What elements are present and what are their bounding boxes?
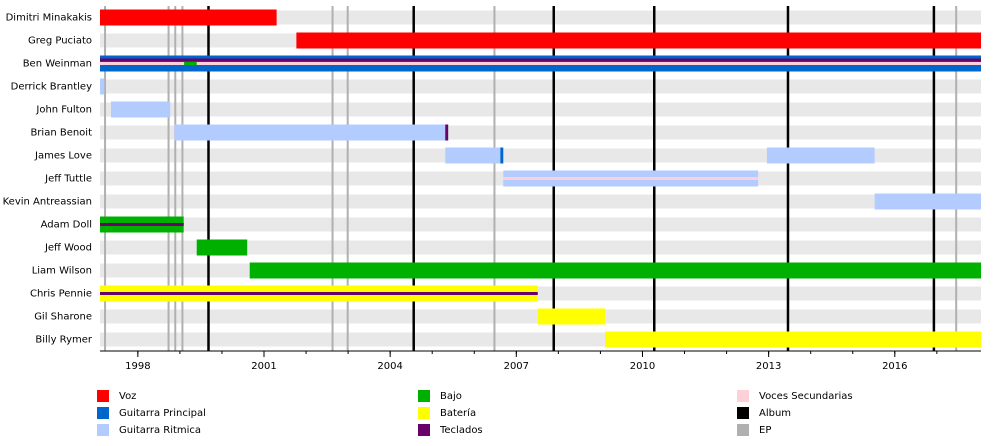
member-bar: [296, 32, 981, 49]
member-bar: [500, 147, 504, 164]
legend-label: Voz: [119, 391, 136, 402]
member-bar: [100, 78, 105, 95]
legend-label: EP: [759, 425, 771, 436]
member-label: Billy Rymer: [35, 335, 93, 346]
x-tick-label: 2001: [251, 361, 276, 372]
x-tick-label: 2010: [630, 361, 655, 372]
row-band: [100, 194, 981, 209]
legend-swatch: [418, 424, 430, 436]
member-label: Dimitri Minakakis: [6, 13, 92, 24]
member-bar: [445, 124, 449, 141]
member-bar: [605, 331, 981, 348]
legend-swatch: [737, 390, 749, 402]
member-bar: [874, 193, 981, 210]
x-tick-label: 2007: [504, 361, 529, 372]
member-bar: [537, 308, 606, 325]
legend-label: Album: [759, 408, 791, 419]
member-bar: [100, 58, 981, 62]
member-bar: [174, 124, 446, 141]
member-label: Jeff Wood: [44, 243, 92, 254]
member-bar: [766, 147, 875, 164]
member-label: John Fulton: [35, 105, 92, 116]
member-label: Gil Sharone: [34, 312, 92, 323]
x-tick-label: 2004: [377, 361, 402, 372]
row-band: [100, 102, 981, 117]
row-band: [100, 79, 981, 94]
legend-label: Guitarra Principal: [119, 408, 206, 419]
member-label: Adam Doll: [41, 220, 92, 231]
member-bar: [503, 177, 759, 180]
member-bar: [100, 292, 538, 295]
member-label: Jeff Tuttle: [44, 174, 92, 185]
legend-label: Voces Secundarias: [759, 391, 853, 402]
row-band: [100, 10, 981, 25]
x-tick-label: 1998: [125, 361, 150, 372]
member-bar: [100, 9, 277, 26]
legend-label: Batería: [440, 407, 476, 419]
member-label: James Love: [34, 151, 92, 162]
row-band: [100, 240, 981, 255]
legend-swatch: [737, 407, 749, 419]
x-tick-label: 2016: [882, 361, 907, 372]
member-bar: [445, 147, 501, 164]
member-label: Chris Pennie: [30, 289, 92, 300]
legend-swatch: [97, 424, 109, 436]
legend-label: Guitarra Ritmica: [119, 425, 201, 436]
x-tick-label: 2013: [756, 361, 781, 372]
legend-swatch: [97, 390, 109, 402]
legend-swatch: [97, 407, 109, 419]
member-label: Ben Weinman: [23, 59, 92, 70]
member-label: Liam Wilson: [32, 266, 92, 277]
legend-swatch: [418, 407, 430, 419]
legend-swatch: [737, 424, 749, 436]
member-bar: [100, 223, 184, 226]
member-label: Brian Benoit: [30, 128, 92, 139]
member-label: Kevin Antreassian: [3, 197, 92, 208]
member-label: Greg Puciato: [28, 36, 92, 47]
member-bar: [100, 62, 981, 65]
member-bar: [184, 62, 197, 65]
member-bar: [110, 101, 171, 118]
legend-label: Bajo: [440, 391, 462, 402]
member-bar: [196, 239, 248, 256]
member-label: Derrick Brantley: [11, 82, 92, 93]
row-band: [100, 217, 981, 232]
legend-label: Teclados: [439, 425, 483, 436]
row-band: [100, 148, 981, 163]
member-bar: [249, 262, 982, 279]
legend-swatch: [418, 390, 430, 402]
